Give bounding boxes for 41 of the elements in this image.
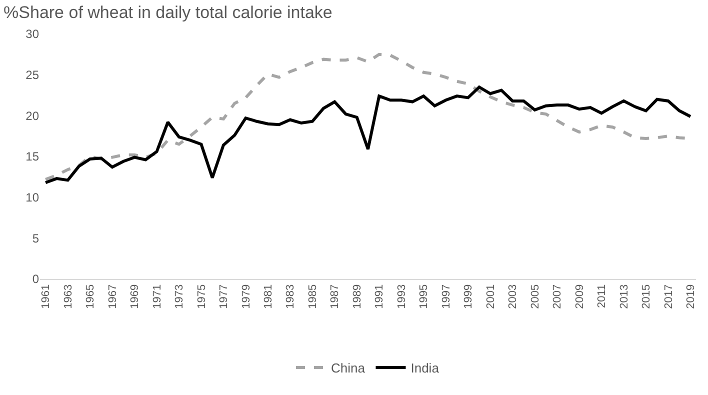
x-tick-label: 2013 [618, 284, 630, 309]
y-tick-label: 5 [32, 231, 40, 246]
x-tick-label: 1979 [240, 284, 252, 309]
y-tick-label: 15 [26, 150, 40, 164]
y-tick-label: 30 [26, 27, 40, 42]
x-tick-label: 1963 [62, 284, 74, 309]
y-tick-label: 10 [26, 190, 40, 205]
x-tick-label: 2005 [529, 284, 542, 309]
y-tick-label: 20 [26, 108, 40, 123]
x-tick-label: 2019 [685, 284, 698, 309]
x-tick-label: 1989 [351, 284, 364, 309]
x-tick-label: 2003 [507, 284, 520, 309]
x-tick-label: 1981 [262, 284, 275, 309]
x-tick-label: 1971 [151, 284, 164, 309]
x-tick-label: 1999 [462, 284, 475, 309]
x-tick-label: 1995 [418, 284, 430, 309]
x-tick-label: 1987 [329, 284, 342, 309]
legend-label: China [331, 360, 366, 376]
x-tick-label: 1965 [84, 284, 97, 309]
y-tick-label: 25 [26, 68, 40, 82]
x-tick-label: 1977 [218, 284, 230, 309]
chart-title: %Share of wheat in daily total calorie intake [4, 2, 332, 22]
y-tick-label: 0 [32, 272, 40, 286]
x-tick-label: 2017 [662, 284, 675, 309]
x-tick-label: 2015 [640, 284, 653, 309]
x-tick-label: 2007 [552, 284, 564, 309]
x-tick-label: 2011 [596, 284, 608, 308]
x-tick-label: 2009 [574, 284, 586, 309]
line-series [44, 86, 692, 184]
x-tick-label: 1975 [196, 284, 208, 309]
x-tick-label: 1973 [174, 284, 186, 309]
x-tick-label: 1961 [40, 284, 52, 309]
legend-label: India [410, 360, 440, 376]
x-tick-label: 1993 [396, 284, 408, 309]
x-tick-label: 1997 [440, 284, 452, 309]
x-tick-label: 1967 [106, 284, 119, 309]
x-tick-label: 1969 [129, 284, 142, 309]
x-tick-label: 1991 [374, 284, 386, 309]
x-tick-label: 1985 [306, 284, 319, 309]
x-tick-label: 1983 [284, 284, 297, 309]
x-tick-label: 2001 [484, 284, 497, 309]
